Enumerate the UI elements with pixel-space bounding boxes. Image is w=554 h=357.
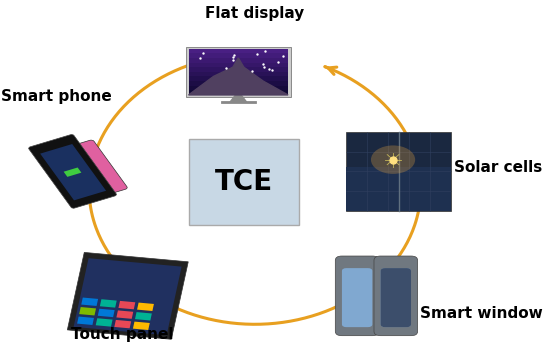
FancyBboxPatch shape: [29, 135, 116, 208]
Bar: [100, 299, 117, 308]
Bar: [186, 47, 291, 97]
Text: Smart phone: Smart phone: [1, 89, 111, 104]
Bar: [64, 167, 81, 177]
Bar: [188, 58, 288, 62]
FancyBboxPatch shape: [53, 140, 127, 200]
FancyBboxPatch shape: [342, 268, 372, 327]
FancyBboxPatch shape: [374, 256, 418, 336]
Point: [222, 65, 230, 71]
Bar: [188, 139, 299, 225]
Bar: [114, 320, 131, 328]
Bar: [133, 322, 150, 330]
Bar: [188, 49, 288, 95]
Point: [253, 51, 261, 57]
Bar: [188, 90, 288, 95]
Bar: [74, 258, 182, 335]
Bar: [188, 62, 288, 67]
Bar: [188, 67, 288, 72]
Bar: [188, 53, 288, 58]
Point: [228, 57, 237, 63]
Bar: [116, 310, 134, 319]
Text: Solar cells: Solar cells: [454, 160, 542, 175]
Point: [258, 61, 267, 67]
Bar: [77, 317, 94, 325]
Point: [279, 53, 288, 59]
Bar: [81, 297, 98, 306]
Point: [248, 68, 257, 74]
Bar: [40, 144, 106, 200]
Bar: [346, 167, 451, 211]
Bar: [188, 72, 288, 76]
Point: [274, 59, 283, 65]
Point: [268, 67, 276, 73]
Point: [229, 54, 238, 60]
Point: [196, 55, 204, 61]
Polygon shape: [188, 58, 288, 95]
Circle shape: [371, 145, 415, 174]
Point: [261, 48, 270, 54]
Text: Flat display: Flat display: [206, 6, 305, 21]
Bar: [188, 49, 288, 53]
Bar: [188, 81, 288, 86]
Point: [229, 52, 238, 58]
Polygon shape: [230, 95, 247, 102]
Point: [199, 50, 208, 56]
FancyBboxPatch shape: [381, 268, 411, 327]
Point: [260, 64, 269, 70]
Bar: [68, 252, 188, 339]
Bar: [79, 307, 96, 316]
FancyBboxPatch shape: [381, 268, 411, 327]
FancyBboxPatch shape: [335, 256, 379, 336]
Point: [264, 66, 273, 71]
Bar: [137, 303, 154, 311]
Bar: [346, 132, 451, 211]
Bar: [119, 301, 135, 309]
Text: Touch panel: Touch panel: [71, 327, 173, 342]
Bar: [135, 312, 152, 321]
Text: Smart window: Smart window: [419, 306, 542, 321]
Bar: [188, 86, 288, 90]
Text: TCE: TCE: [215, 168, 273, 196]
Bar: [188, 76, 288, 81]
Bar: [96, 318, 112, 327]
Bar: [98, 309, 115, 317]
